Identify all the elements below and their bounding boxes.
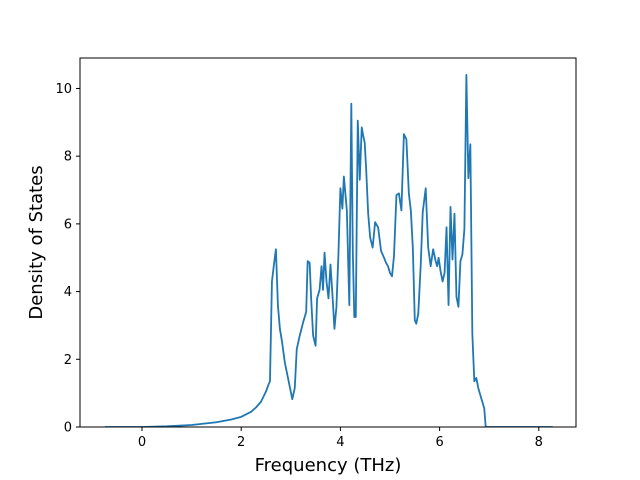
x-axis-label: Frequency (THz) xyxy=(255,455,402,476)
y-axis-label: Density of States xyxy=(26,165,47,319)
plot-layer xyxy=(104,74,553,427)
x-tick-label: 6 xyxy=(435,435,443,450)
dos-series-line xyxy=(104,74,553,427)
y-tick-label: 6 xyxy=(64,217,72,232)
x-tick-label: 4 xyxy=(336,435,344,450)
ticks-layer: 0 2 4 6 8 0 2 4 6 8 10 xyxy=(55,82,542,450)
y-tick-label: 4 xyxy=(64,285,72,300)
x-tick-label: 2 xyxy=(237,435,245,450)
x-tick-label: 0 xyxy=(138,435,146,450)
y-tick-label: 10 xyxy=(55,82,72,97)
axes-frame xyxy=(79,57,577,428)
y-tick-label: 2 xyxy=(64,353,72,368)
y-tick-label: 8 xyxy=(64,150,72,165)
y-tick-label: 0 xyxy=(64,421,72,436)
x-tick-label: 8 xyxy=(535,435,543,450)
